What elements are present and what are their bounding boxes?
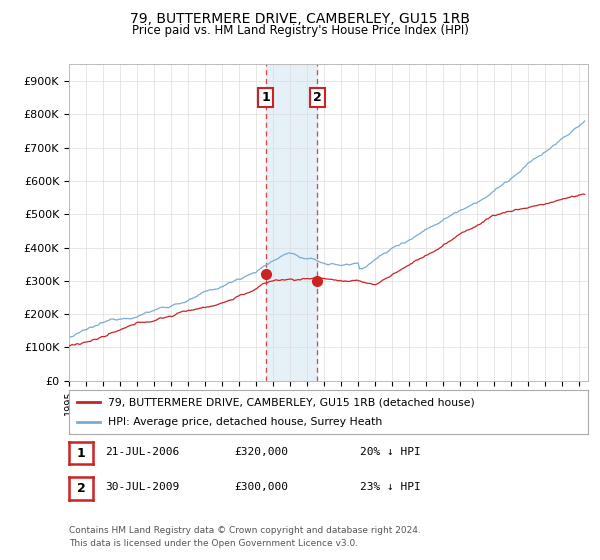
Text: 2: 2 (77, 482, 85, 495)
Text: 30-JUL-2009: 30-JUL-2009 (105, 482, 179, 492)
Text: £300,000: £300,000 (234, 482, 288, 492)
Text: Price paid vs. HM Land Registry's House Price Index (HPI): Price paid vs. HM Land Registry's House … (131, 24, 469, 36)
Text: 1: 1 (261, 91, 270, 104)
Text: 20% ↓ HPI: 20% ↓ HPI (360, 447, 421, 457)
Text: 79, BUTTERMERE DRIVE, CAMBERLEY, GU15 1RB (detached house): 79, BUTTERMERE DRIVE, CAMBERLEY, GU15 1R… (108, 397, 475, 407)
Text: HPI: Average price, detached house, Surrey Heath: HPI: Average price, detached house, Surr… (108, 417, 382, 427)
Text: 1: 1 (77, 446, 85, 460)
Text: 23% ↓ HPI: 23% ↓ HPI (360, 482, 421, 492)
Bar (266, 64, 317, 381)
Text: 21-JUL-2006: 21-JUL-2006 (105, 447, 179, 457)
Text: Contains HM Land Registry data © Crown copyright and database right 2024.
This d: Contains HM Land Registry data © Crown c… (69, 526, 421, 548)
Text: £320,000: £320,000 (234, 447, 288, 457)
Text: 79, BUTTERMERE DRIVE, CAMBERLEY, GU15 1RB: 79, BUTTERMERE DRIVE, CAMBERLEY, GU15 1R… (130, 12, 470, 26)
Text: 2: 2 (313, 91, 322, 104)
